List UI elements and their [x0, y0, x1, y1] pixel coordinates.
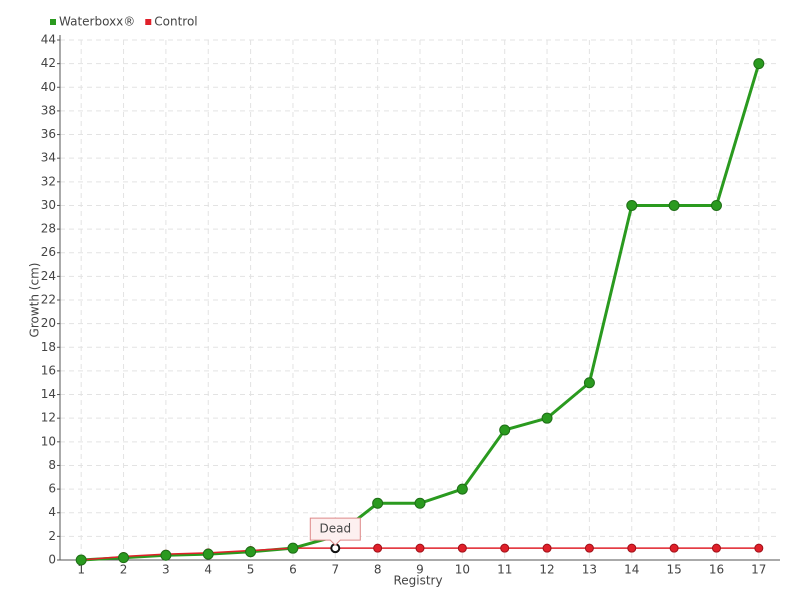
y-tick-label: 16	[41, 363, 56, 377]
y-tick-label: 18	[41, 340, 56, 354]
data-point	[499, 424, 511, 436]
x-tick-label: 11	[497, 563, 512, 577]
data-point	[75, 554, 87, 566]
x-tick-label: 15	[666, 563, 681, 577]
y-tick-label: 30	[41, 198, 56, 212]
x-tick-label: 1	[77, 563, 85, 577]
x-tick-label: 8	[374, 563, 382, 577]
x-tick-label: 16	[709, 563, 724, 577]
y-tick-label: 2	[48, 529, 56, 543]
y-tick-label: 32	[41, 174, 56, 188]
data-point	[627, 543, 637, 553]
y-tick-label: 34	[41, 151, 56, 165]
data-point	[287, 542, 299, 554]
data-point	[414, 497, 426, 509]
x-tick-label: 12	[539, 563, 554, 577]
data-point	[415, 543, 425, 553]
y-tick-label: 44	[41, 33, 56, 47]
x-tick-label: 3	[162, 563, 170, 577]
x-tick-label: 14	[624, 563, 639, 577]
data-point	[626, 199, 638, 211]
legend-label: Control	[154, 15, 197, 29]
y-tick-label: 24	[41, 269, 56, 283]
data-point	[457, 543, 467, 553]
y-tick-label: 26	[41, 245, 56, 259]
data-point	[753, 58, 765, 70]
data-point	[373, 543, 383, 553]
y-tick-label: 6	[48, 482, 56, 496]
y-tick-label: 22	[41, 293, 56, 307]
x-axis-label: Registry	[393, 574, 442, 588]
y-tick-label: 14	[41, 387, 56, 401]
data-point	[541, 412, 553, 424]
data-point	[710, 199, 722, 211]
data-point	[669, 543, 679, 553]
data-point	[754, 543, 764, 553]
x-tick-label: 17	[751, 563, 766, 577]
x-tick-label: 6	[289, 563, 297, 577]
x-tick-label: 5	[247, 563, 255, 577]
legend-label: Waterboxx®	[59, 15, 135, 29]
y-tick-label: 4	[48, 505, 56, 519]
y-tick-label: 40	[41, 80, 56, 94]
y-tick-label: 28	[41, 222, 56, 236]
x-tick-label: 10	[455, 563, 470, 577]
y-axis-label: Growth (cm)	[28, 263, 42, 338]
x-tick-label: 4	[204, 563, 212, 577]
x-tick-label: 2	[120, 563, 128, 577]
data-point	[118, 552, 130, 564]
annotation-box	[309, 517, 361, 546]
y-tick-label: 0	[48, 553, 56, 567]
data-point	[584, 543, 594, 553]
data-point	[202, 548, 214, 560]
annotation: Dead	[319, 522, 351, 536]
x-tick-label: 13	[582, 563, 597, 577]
y-tick-label: 38	[41, 103, 56, 117]
data-point	[583, 377, 595, 389]
data-point	[372, 497, 384, 509]
y-tick-label: 8	[48, 458, 56, 472]
data-point	[245, 546, 257, 558]
y-tick-label: 12	[41, 411, 56, 425]
data-point	[542, 543, 552, 553]
legend-swatch	[50, 19, 56, 25]
x-tick-label: 7	[331, 563, 339, 577]
data-point	[160, 549, 172, 561]
data-point	[711, 543, 721, 553]
y-tick-label: 10	[41, 434, 56, 448]
x-tick-label: 9	[416, 563, 424, 577]
y-tick-label: 42	[41, 56, 56, 70]
y-tick-label: 20	[41, 316, 56, 330]
y-tick-label: 36	[41, 127, 56, 141]
data-point	[500, 543, 510, 553]
data-point	[668, 199, 680, 211]
legend-swatch	[145, 19, 152, 25]
data-point	[456, 483, 468, 495]
